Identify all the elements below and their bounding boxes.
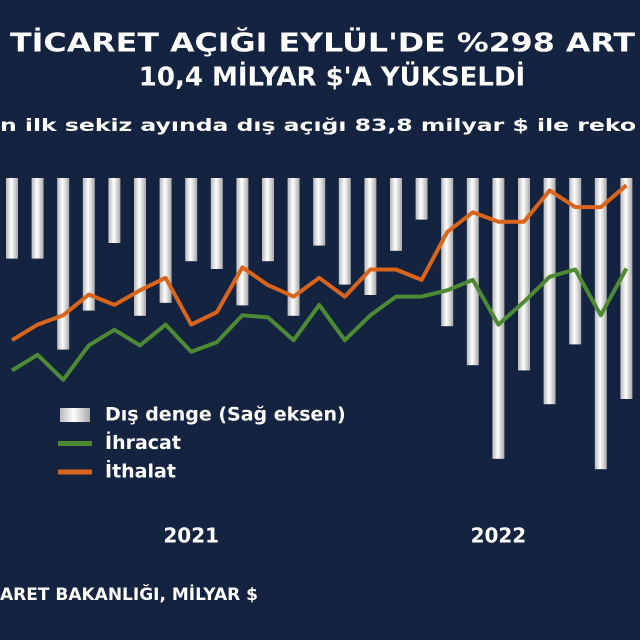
bar: [31, 178, 44, 259]
bar: [262, 178, 274, 262]
bar: [441, 178, 454, 327]
bar: [6, 178, 18, 259]
bar: [313, 178, 326, 246]
bar: [159, 178, 172, 303]
legend-label: Dış denge (Sağ eksen): [105, 404, 346, 426]
bar: [466, 178, 479, 366]
bar: [108, 178, 121, 243]
x-tick-label: 2021: [163, 524, 219, 548]
bar: [594, 178, 607, 470]
bar: [569, 178, 582, 345]
source: ARET BAKANLIĞI, MİLYAR $: [0, 583, 258, 605]
bar: [364, 178, 377, 295]
bar: [390, 178, 402, 251]
x-tick-label: 2022: [471, 524, 527, 548]
legend-label: İthalat: [105, 459, 176, 483]
chart-subtitle: n ilk sekiz ayında dış açığı 83,8 milyar…: [0, 116, 636, 136]
bar: [134, 178, 146, 316]
bar: [543, 178, 556, 405]
bar: [518, 178, 530, 371]
legend-label: İhracat: [105, 430, 181, 454]
bar: [620, 178, 633, 399]
bar: [236, 178, 249, 306]
legend-swatch: [60, 408, 90, 422]
bar: [492, 178, 505, 459]
bar: [82, 178, 95, 311]
bar: [287, 178, 300, 316]
line: [10, 183, 628, 342]
bar: [210, 178, 223, 269]
chart-title: 10,4 MİLYAR $'A YÜKSELDİ: [139, 60, 525, 93]
bar: [338, 178, 351, 285]
bar: [185, 178, 198, 262]
line: [10, 267, 629, 382]
chart-title: TİCARET AÇIĞI EYLÜL'DE %298 ART: [10, 26, 635, 59]
bar: [57, 178, 70, 350]
bar: [415, 178, 428, 220]
